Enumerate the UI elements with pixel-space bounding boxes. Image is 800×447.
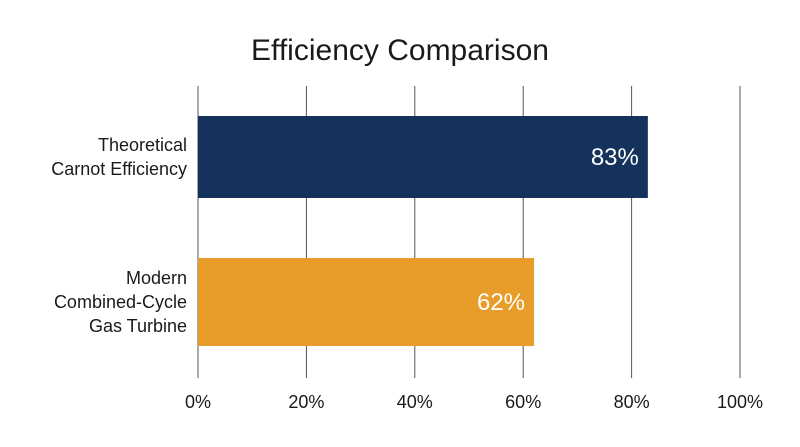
category-labels: Theoretical Carnot Efficiency Modern Combin… bbox=[51, 135, 187, 336]
x-tick-labels: 0% 20% 40% 60% 80% 100% bbox=[185, 392, 763, 412]
category-label: Modern Combined-Cycle Gas Turbine bbox=[54, 268, 187, 336]
x-tick-label: 40% bbox=[397, 392, 433, 412]
x-tick-label: 100% bbox=[717, 392, 763, 412]
x-tick-label: 80% bbox=[614, 392, 650, 412]
x-tick-label: 0% bbox=[185, 392, 211, 412]
bars: 83% 62% bbox=[198, 116, 648, 346]
chart-title: Efficiency Comparison bbox=[251, 34, 549, 67]
bar bbox=[198, 258, 535, 346]
bar-value-label: 62% bbox=[477, 289, 525, 316]
category-label: Theoretical Carnot Efficiency bbox=[51, 135, 187, 179]
bar bbox=[198, 116, 648, 198]
bar-value-label: 83% bbox=[591, 144, 639, 171]
x-tick-label: 20% bbox=[288, 392, 324, 412]
x-tick-label: 60% bbox=[505, 392, 541, 412]
